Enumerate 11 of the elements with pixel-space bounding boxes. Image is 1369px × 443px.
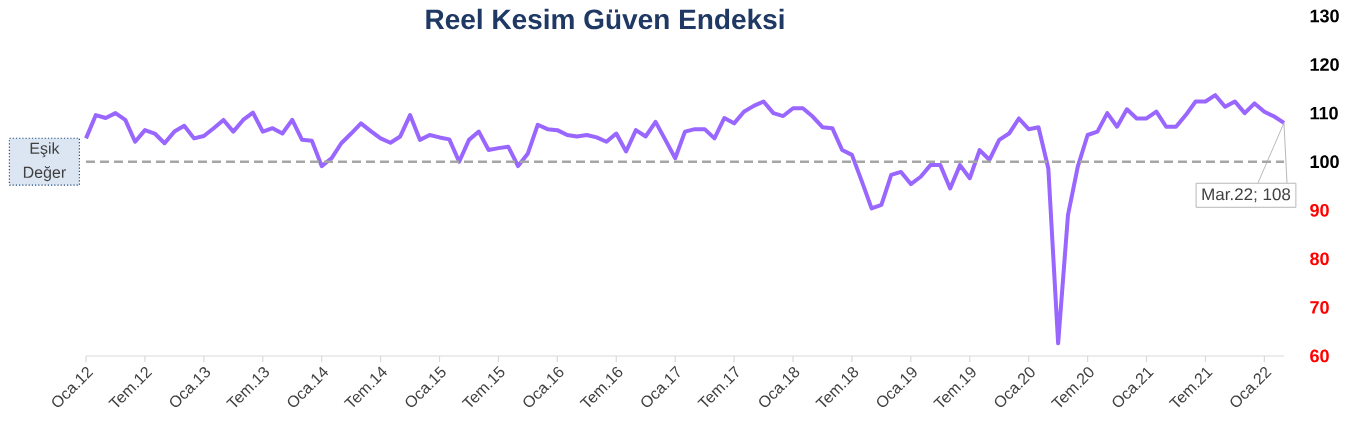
y-tick-label: 90 [1310, 203, 1329, 217]
chart-title: Reel Kesim Güven Endeksi [426, 8, 784, 30]
ref-line-label: Eşik Değer [23, 142, 66, 182]
annotation: Mar.22; 108 [1202, 188, 1291, 203]
y-tick-label: 130 [1310, 9, 1339, 23]
y-tick-label: 60 [1310, 349, 1329, 363]
y-tick-label: 110 [1310, 106, 1338, 120]
y-tick-label: 80 [1310, 252, 1329, 266]
y-tick-label: 70 [1310, 301, 1329, 314]
y-tick-label: 100 [1310, 155, 1339, 169]
y-tick-label: 120 [1310, 58, 1339, 71]
